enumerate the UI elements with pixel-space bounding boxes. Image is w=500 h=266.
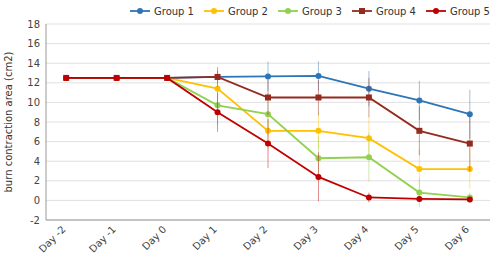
marker (265, 95, 271, 101)
marker (315, 95, 321, 101)
y-axis-label: burn contraction area (cm2) (3, 51, 14, 192)
marker (467, 196, 473, 202)
x-tick-label: Day -2 (37, 224, 68, 255)
marker (114, 75, 120, 81)
marker (416, 97, 422, 103)
marker (416, 166, 422, 172)
y-tick-label: 6 (34, 136, 40, 147)
grid-line (46, 43, 490, 44)
y-tick-label: 12 (27, 77, 40, 88)
marker (215, 74, 221, 80)
legend-label: Group 4 (376, 6, 416, 17)
marker (416, 128, 422, 134)
legend-item: Group 3 (278, 6, 342, 17)
marker (315, 174, 321, 180)
marker (416, 196, 422, 202)
x-axis (46, 220, 490, 221)
marker (366, 194, 372, 200)
marker (265, 141, 271, 147)
y-tick-label: 8 (34, 117, 40, 128)
x-tick-label: Day 2 (241, 224, 269, 252)
y-tick-label: 14 (27, 58, 40, 69)
marker (63, 75, 69, 81)
legend-marker (285, 8, 291, 14)
marker (63, 75, 69, 81)
marker (265, 73, 271, 79)
marker (114, 75, 120, 81)
y-tick-label: 0 (34, 195, 40, 206)
x-tick-label: Day 4 (342, 224, 370, 252)
marker (215, 109, 221, 115)
x-tick-label: Day 5 (392, 224, 420, 252)
marker (164, 75, 170, 81)
legend-marker (359, 8, 365, 14)
x-tick-label: Day 0 (140, 224, 168, 252)
legend-label: Group 5 (450, 6, 490, 17)
marker (315, 73, 321, 79)
y-axis (46, 24, 47, 220)
series-line (66, 78, 470, 198)
marker (416, 190, 422, 196)
series-line (66, 78, 470, 169)
legend: Group 1 Group 2 Group 3 Group 4 Group 5 (130, 6, 490, 17)
legend-item: Group 5 (426, 6, 490, 17)
marker (63, 75, 69, 81)
grid-line (46, 180, 490, 181)
series-line (66, 76, 470, 114)
marker (63, 75, 69, 81)
legend-item: Group 2 (204, 6, 268, 17)
legend-label: Group 2 (228, 6, 268, 17)
series (63, 75, 473, 203)
x-tick-label: Day 3 (291, 224, 319, 252)
marker (164, 75, 170, 81)
y-tick-label: 4 (34, 156, 40, 167)
legend-label: Group 1 (154, 6, 194, 17)
x-tick-label: Day 1 (190, 224, 218, 252)
legend-item: Group 4 (352, 6, 416, 17)
legend-label: Group 3 (302, 6, 342, 17)
marker (114, 75, 120, 81)
marker (315, 128, 321, 134)
marker (114, 75, 120, 81)
x-tick-label: Day 6 (443, 224, 471, 252)
series (63, 67, 473, 171)
marker (114, 75, 120, 81)
y-tick-label: 18 (27, 19, 40, 30)
series-line (66, 78, 470, 200)
legend-marker (433, 8, 439, 14)
marker (366, 95, 372, 101)
grid-line (46, 24, 490, 25)
legend-marker (211, 8, 217, 14)
marker (164, 75, 170, 81)
grid-line (46, 200, 490, 201)
marker (164, 75, 170, 81)
grid (46, 24, 490, 220)
plot-area (63, 61, 473, 207)
series (63, 71, 473, 189)
chart: -2 0 2 4 6 8 10 12 14 16 18 Day -2 Day -1 Day 0 Day 1 D… (0, 0, 500, 266)
marker (164, 75, 170, 81)
y-tick-label: 10 (27, 97, 40, 108)
grid-line (46, 220, 490, 221)
legend-marker (137, 8, 143, 14)
marker (63, 75, 69, 81)
series (63, 75, 473, 207)
marker (366, 154, 372, 160)
marker (215, 74, 221, 80)
marker (467, 141, 473, 147)
y-tick-label: -2 (30, 215, 40, 226)
x-tick-label: Day -1 (87, 224, 118, 255)
legend-item: Group 1 (130, 6, 194, 17)
y-tick-label: 16 (27, 38, 40, 49)
y-tick-label: 2 (34, 175, 40, 186)
